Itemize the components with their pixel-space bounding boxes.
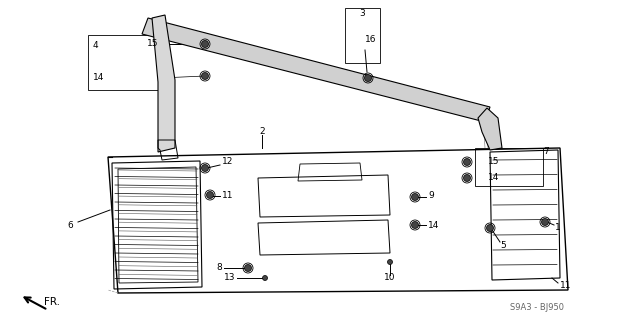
Polygon shape — [152, 15, 175, 152]
Bar — [88, 35, 160, 90]
Text: 7: 7 — [543, 147, 548, 157]
Circle shape — [202, 72, 209, 79]
Circle shape — [387, 259, 392, 264]
Text: 13: 13 — [223, 273, 235, 283]
Circle shape — [202, 165, 209, 172]
Text: 12: 12 — [222, 158, 234, 167]
Text: 14: 14 — [428, 220, 440, 229]
Bar — [475, 148, 543, 186]
Circle shape — [541, 219, 548, 226]
Text: 11: 11 — [560, 280, 572, 290]
Text: S9A3 - BJ950: S9A3 - BJ950 — [510, 303, 564, 313]
Circle shape — [412, 194, 419, 201]
Bar — [345, 8, 380, 63]
Text: 5: 5 — [500, 241, 506, 249]
Circle shape — [207, 191, 214, 198]
Circle shape — [463, 159, 470, 166]
Circle shape — [486, 225, 493, 232]
Circle shape — [463, 174, 470, 182]
Text: 6: 6 — [67, 220, 73, 229]
Circle shape — [365, 75, 371, 81]
Polygon shape — [142, 18, 490, 122]
Circle shape — [202, 41, 209, 48]
Text: 15: 15 — [147, 40, 158, 48]
Text: 14: 14 — [488, 174, 499, 182]
Text: 14: 14 — [93, 73, 104, 83]
Text: 4: 4 — [93, 41, 99, 49]
Text: 10: 10 — [384, 273, 396, 283]
Text: 8: 8 — [216, 263, 222, 272]
Circle shape — [262, 276, 268, 280]
Text: 11: 11 — [222, 191, 234, 201]
Text: FR.: FR. — [44, 297, 60, 307]
Circle shape — [244, 264, 252, 271]
Text: 15: 15 — [488, 158, 499, 167]
Circle shape — [412, 221, 419, 228]
Polygon shape — [478, 108, 502, 150]
Text: 1: 1 — [555, 224, 561, 233]
Text: 3: 3 — [359, 9, 365, 18]
Text: 2: 2 — [259, 128, 265, 137]
Text: 9: 9 — [428, 191, 434, 201]
Text: 16: 16 — [365, 35, 376, 44]
